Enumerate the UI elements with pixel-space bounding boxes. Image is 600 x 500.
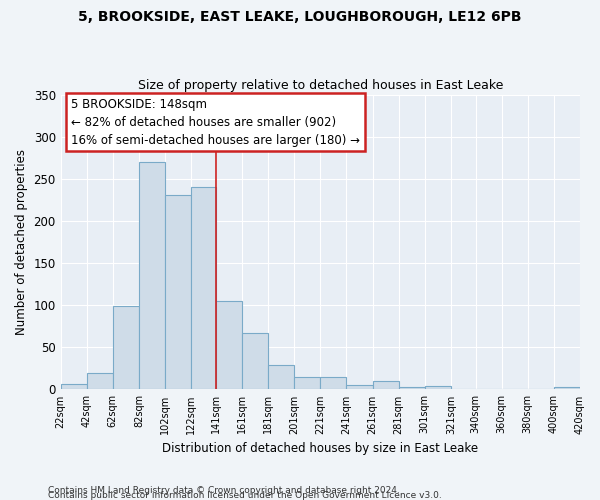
Bar (61, 384, 87, 390)
Bar (425, 386, 451, 390)
Bar (216, 301, 242, 390)
Text: 5, BROOKSIDE, EAST LEAKE, LOUGHBOROUGH, LE12 6PB: 5, BROOKSIDE, EAST LEAKE, LOUGHBOROUGH, … (78, 10, 522, 24)
Bar (87, 372, 113, 390)
Bar (398, 387, 425, 390)
Title: Size of property relative to detached houses in East Leake: Size of property relative to detached ho… (137, 79, 503, 92)
X-axis label: Distribution of detached houses by size in East Leake: Distribution of detached houses by size … (162, 442, 478, 455)
Text: 5 BROOKSIDE: 148sqm
← 82% of detached houses are smaller (902)
16% of semi-detac: 5 BROOKSIDE: 148sqm ← 82% of detached ho… (71, 98, 360, 146)
Bar (165, 195, 191, 390)
Bar (294, 377, 320, 390)
Bar (268, 365, 294, 390)
Bar (242, 333, 268, 390)
Text: Contains public sector information licensed under the Open Government Licence v3: Contains public sector information licen… (48, 491, 442, 500)
Bar (554, 387, 580, 390)
Text: Contains HM Land Registry data © Crown copyright and database right 2024.: Contains HM Land Registry data © Crown c… (48, 486, 400, 495)
Y-axis label: Number of detached properties: Number of detached properties (15, 149, 28, 335)
Bar (113, 306, 139, 390)
Bar (346, 385, 373, 390)
Bar (191, 187, 216, 390)
Bar (373, 381, 398, 390)
Bar (139, 162, 165, 390)
Bar (320, 377, 346, 390)
